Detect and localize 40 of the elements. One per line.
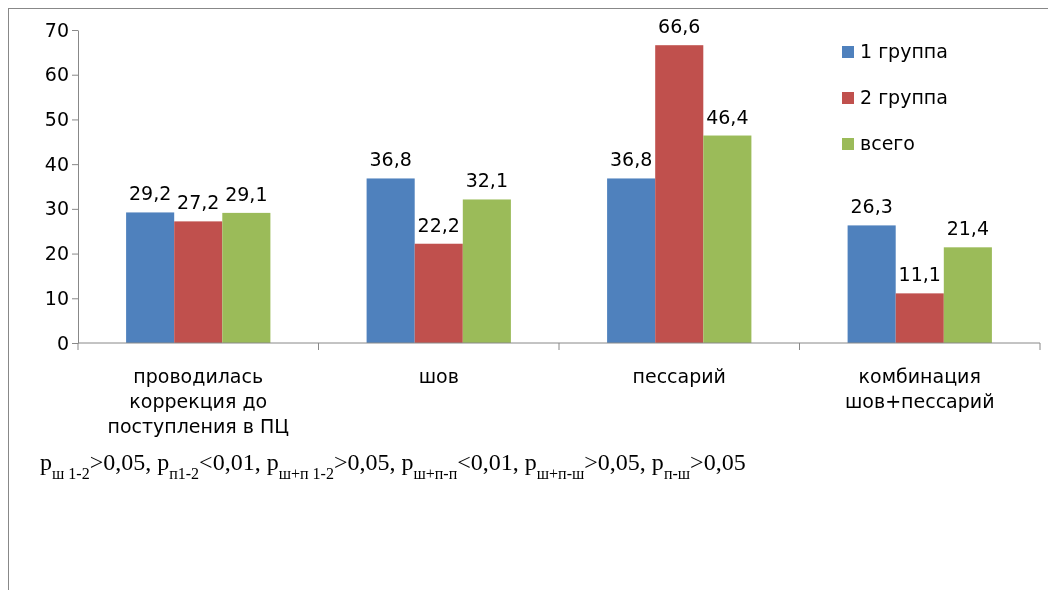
bar — [943, 247, 992, 343]
bar — [414, 243, 463, 343]
x-tick-label: шов — [418, 365, 459, 387]
data-label: 32,1 — [465, 169, 509, 192]
legend-label: 2 группа — [860, 86, 948, 108]
bar — [703, 135, 752, 343]
bar — [126, 212, 175, 343]
y-tick-label: 40 — [44, 152, 69, 175]
data-label: 29,2 — [128, 182, 172, 205]
bar — [847, 225, 896, 343]
data-label: 36,8 — [609, 148, 653, 171]
y-tick-label: 70 — [44, 18, 69, 41]
text: p$_{ш 1-2}$>0,05, p$_{п1-2}$<0,01, p$_{ш+п 1-2}$>0,05, p$_{ш+п-п}$<0,01, p$_{ш+п-ш}$>0,05, p$_{п-ш}$>0,05 — [40, 449, 746, 482]
y-tick-label: 30 — [44, 197, 69, 220]
x-tick-label: проводилась коррекция до поступления в ПЦ — [107, 365, 290, 437]
x-tick-label: пессарий — [632, 365, 726, 387]
data-label: 46,4 — [706, 105, 749, 128]
data-label: 22,2 — [417, 213, 460, 236]
bar — [366, 178, 415, 343]
bar — [655, 45, 704, 343]
legend-label: всего — [860, 132, 915, 154]
x-tick-label: комбинация шов+пессарий — [844, 365, 995, 412]
data-label: 21,4 — [946, 217, 990, 240]
bar — [174, 221, 223, 343]
y-tick-label: 0 — [56, 331, 69, 354]
data-label: 29,1 — [225, 182, 268, 205]
bar — [607, 178, 656, 343]
bar — [462, 199, 511, 343]
data-label: 27,2 — [177, 191, 220, 214]
legend-label: 1 группа — [860, 40, 948, 62]
bar — [222, 212, 271, 343]
data-label: 11,1 — [898, 263, 941, 286]
data-label: 36,8 — [369, 148, 412, 171]
y-tick-label: 50 — [44, 108, 69, 131]
data-label: 66,6 — [658, 15, 701, 38]
y-tick-label: 60 — [44, 63, 69, 86]
data-label: 26,3 — [850, 195, 893, 218]
bar — [895, 293, 944, 343]
y-tick-label: 10 — [44, 286, 69, 309]
y-tick-label: 20 — [44, 242, 69, 265]
